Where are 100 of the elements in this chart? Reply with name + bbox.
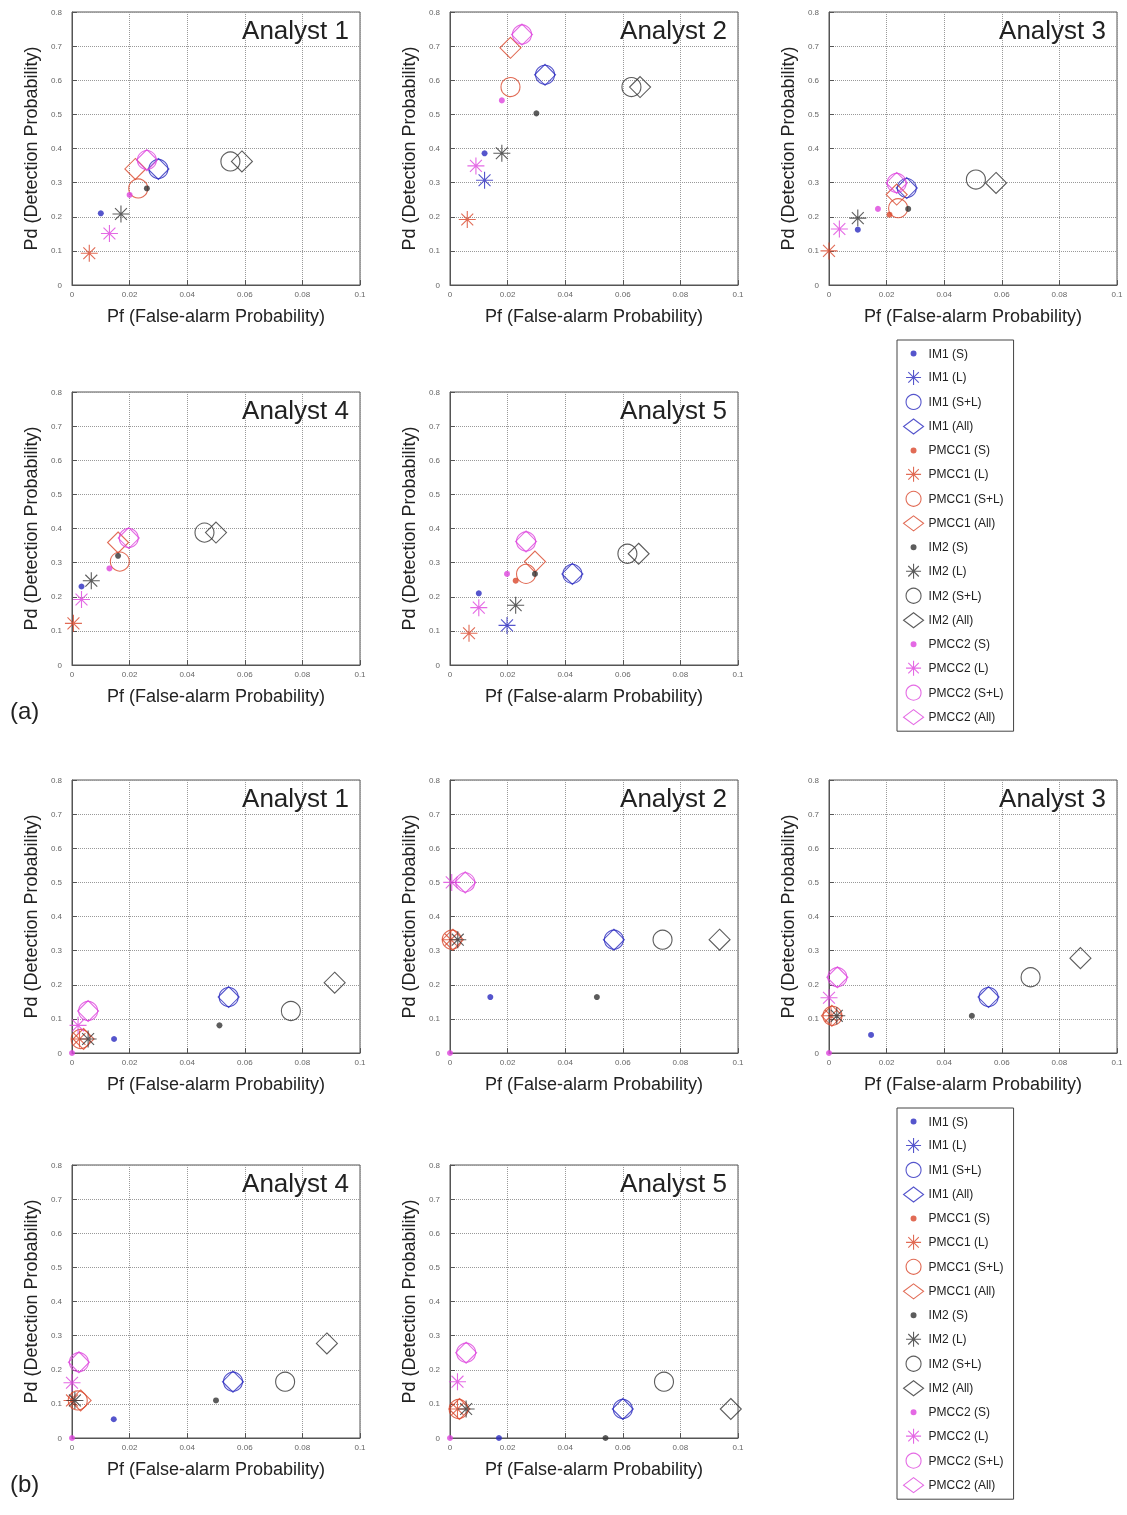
- x-tick-label: 0.06: [237, 289, 254, 299]
- legend-label: IM2 (L): [928, 564, 967, 579]
- legend-label: PMCC1 (S+L): [928, 1259, 1004, 1274]
- x-tick-label: 0.04: [557, 289, 574, 299]
- y-axis-title: Pd (Detection Probability): [777, 814, 798, 1019]
- y-tick-label: 0.2: [50, 592, 63, 602]
- point: [617, 543, 638, 564]
- y-tick-label: 0.3: [428, 178, 441, 188]
- legend-label: IM2 (All): [928, 1381, 974, 1396]
- point: [827, 1006, 846, 1025]
- point: [78, 583, 85, 590]
- point: [848, 209, 867, 228]
- point: [64, 614, 83, 633]
- point: [652, 929, 673, 950]
- legend-label: PMCC1 (S): [928, 1211, 990, 1226]
- y-tick-label: 0.1: [428, 246, 441, 256]
- x-tick-label: 0.04: [179, 289, 196, 299]
- y-tick-label: 0.5: [428, 1262, 441, 1272]
- y-tick-label: 0.6: [428, 1228, 441, 1238]
- y-tick-label: 0.1: [428, 1014, 441, 1024]
- y-tick-label: 0.3: [428, 558, 441, 568]
- point: [143, 185, 150, 192]
- y-tick-label: 0.2: [807, 212, 820, 222]
- legend-label: PMCC2 (All): [928, 710, 996, 725]
- y-tick-label: 0.8: [807, 775, 820, 785]
- y-tick-label: 0.8: [807, 7, 820, 17]
- x-tick-label: 0.1: [732, 1442, 745, 1452]
- point: [506, 596, 525, 615]
- chart-title: Analyst 2: [620, 15, 728, 45]
- y-axis-title: Pd (Detection Probability): [20, 46, 41, 251]
- y-tick-label: 0.4: [50, 144, 63, 153]
- x-tick-label: 0.1: [732, 289, 745, 299]
- x-tick-label: 0.1: [354, 669, 367, 679]
- point: [905, 205, 912, 212]
- point: [280, 1000, 301, 1022]
- y-tick-label: 0: [435, 280, 441, 290]
- y-tick-label: 0.8: [50, 1160, 63, 1170]
- x-axis-title: Pf (False-alarm Probability): [484, 686, 704, 706]
- y-tick-label: 0: [435, 660, 441, 670]
- point: [621, 77, 642, 98]
- y-tick-label: 0.7: [50, 1194, 63, 1204]
- x-tick-label: 0.02: [121, 1442, 138, 1452]
- x-tick-label: 0.04: [557, 1057, 574, 1067]
- point: [100, 224, 119, 243]
- point: [111, 204, 131, 224]
- point: [653, 1371, 675, 1392]
- y-tick-label: 0.1: [807, 1014, 820, 1024]
- point: [275, 1371, 296, 1392]
- y-tick-label: 0.7: [807, 41, 820, 51]
- y-tick-label: 0.8: [50, 387, 63, 397]
- y-tick-label: 0.5: [428, 489, 441, 499]
- x-tick-label: 0.04: [557, 669, 574, 679]
- y-tick-label: 0.3: [50, 558, 63, 568]
- x-tick-label: 0.02: [499, 289, 516, 299]
- point: [627, 542, 650, 565]
- x-axis-title: Pf (False-alarm Probability): [484, 306, 704, 326]
- x-tick-label: 0.08: [294, 669, 311, 679]
- legend-label: PMCC1 (S): [928, 443, 990, 458]
- y-tick-label: 0.4: [50, 524, 63, 533]
- point: [965, 169, 986, 190]
- legend-label: PMCC2 (S+L): [928, 1453, 1004, 1468]
- point: [854, 226, 861, 233]
- y-tick-label: 0: [814, 1048, 820, 1058]
- x-tick-label: 0.06: [615, 669, 632, 679]
- y-tick-label: 0.6: [428, 843, 441, 853]
- y-tick-label: 0.6: [428, 455, 441, 465]
- x-tick-label: 0.1: [732, 1057, 745, 1067]
- x-tick-label: 0: [69, 289, 75, 299]
- x-tick-label: 0.08: [672, 289, 689, 299]
- point: [475, 171, 494, 190]
- y-tick-label: 0.3: [50, 946, 63, 956]
- x-tick-label: 0.04: [179, 1442, 196, 1452]
- point: [819, 241, 839, 260]
- x-axis-title: Pf (False-alarm Probability): [106, 306, 326, 326]
- point: [498, 97, 505, 104]
- point: [111, 1036, 118, 1043]
- point: [194, 522, 215, 543]
- legend-label: IM2 (All): [928, 613, 974, 628]
- legend-label: PMCC1 (L): [928, 1235, 989, 1250]
- point: [819, 988, 839, 1007]
- legend-label: IM1 (L): [928, 1138, 967, 1153]
- point: [128, 178, 149, 199]
- chart-title: Analyst 1: [242, 783, 350, 813]
- y-axis-title: Pd (Detection Probability): [398, 46, 419, 251]
- x-tick-label: 0.08: [294, 289, 311, 299]
- point: [469, 598, 488, 617]
- y-tick-label: 0.3: [50, 178, 63, 188]
- x-axis-title: Pf (False-alarm Probability): [863, 306, 1083, 326]
- x-tick-label: 0.08: [672, 1057, 689, 1067]
- point: [504, 570, 511, 577]
- y-tick-label: 0.1: [807, 246, 820, 256]
- x-tick-label: 0.08: [294, 1057, 311, 1067]
- x-axis-title: Pf (False-alarm Probability): [106, 1459, 326, 1479]
- legend-label: IM2 (S+L): [928, 1356, 982, 1371]
- point: [830, 219, 849, 239]
- legend-label: IM1 (All): [928, 419, 974, 434]
- y-tick-label: 0.4: [428, 1297, 441, 1306]
- x-tick-label: 0: [447, 289, 453, 299]
- point: [533, 110, 540, 117]
- point: [497, 616, 517, 635]
